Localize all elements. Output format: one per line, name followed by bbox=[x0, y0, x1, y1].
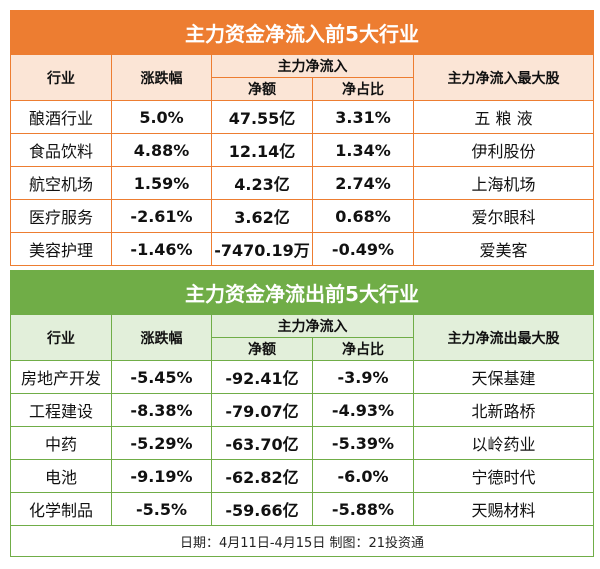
cell-industry: 酿酒行业 bbox=[10, 100, 112, 134]
cell-change: -2.61% bbox=[111, 199, 212, 233]
cell-industry: 房地产开发 bbox=[10, 360, 112, 394]
header-top-stock: 主力净流出最大股 bbox=[413, 314, 594, 361]
header-ratio: 净占比 bbox=[312, 77, 414, 101]
cell-top-stock: 天保基建 bbox=[413, 360, 594, 394]
header-industry: 行业 bbox=[10, 54, 112, 101]
header-ratio: 净占比 bbox=[312, 337, 414, 361]
cell-industry: 电池 bbox=[10, 459, 112, 493]
cell-top-stock: 北新路桥 bbox=[413, 393, 594, 427]
cell-top-stock: 五 粮 液 bbox=[413, 100, 594, 134]
cell-top-stock: 爱尔眼科 bbox=[413, 199, 594, 233]
cell-industry: 食品饮料 bbox=[10, 133, 112, 167]
table-row: 食品饮料 4.88% 12.14亿 1.34% 伊利股份 bbox=[10, 133, 594, 167]
cell-net-amount: 3.62亿 bbox=[211, 199, 313, 233]
cell-net-amount: -63.70亿 bbox=[211, 426, 313, 460]
outflow-table: 主力资金净流出前5大行业 行业 涨跌幅 主力净流入 主力净流出最大股 净额 净占比 房地… bbox=[10, 270, 594, 557]
cell-industry: 化学制品 bbox=[10, 492, 112, 526]
cell-industry: 医疗服务 bbox=[10, 199, 112, 233]
cell-change: -5.45% bbox=[111, 360, 212, 394]
cell-net-amount: 4.23亿 bbox=[211, 166, 313, 200]
footer-note: 日期：4月11日-4月15日 制图：21投资通 bbox=[10, 525, 594, 557]
cell-net-ratio: 1.34% bbox=[312, 133, 414, 167]
cell-change: -8.38% bbox=[111, 393, 212, 427]
cell-net-ratio: -3.9% bbox=[312, 360, 414, 394]
header-group: 主力净流入 bbox=[211, 54, 414, 78]
cell-change: 4.88% bbox=[111, 133, 212, 167]
cell-industry: 工程建设 bbox=[10, 393, 112, 427]
header-change: 涨跌幅 bbox=[111, 314, 212, 361]
table-row: 航空机场 1.59% 4.23亿 2.74% 上海机场 bbox=[10, 166, 594, 200]
table-row: 工程建设 -8.38% -79.07亿 -4.93% 北新路桥 bbox=[10, 393, 594, 427]
outflow-title: 主力资金净流出前5大行业 bbox=[10, 270, 594, 315]
cell-top-stock: 爱美客 bbox=[413, 232, 594, 266]
header-group: 主力净流入 bbox=[211, 314, 414, 338]
cell-top-stock: 上海机场 bbox=[413, 166, 594, 200]
cell-top-stock: 天赐材料 bbox=[413, 492, 594, 526]
cell-change: 5.0% bbox=[111, 100, 212, 134]
cell-change: -5.5% bbox=[111, 492, 212, 526]
table-row: 酿酒行业 5.0% 47.55亿 3.31% 五 粮 液 bbox=[10, 100, 594, 134]
table-row: 美容护理 -1.46% -7470.19万 -0.49% 爱美客 bbox=[10, 232, 594, 266]
header-amount: 净额 bbox=[211, 77, 313, 101]
inflow-title: 主力资金净流入前5大行业 bbox=[10, 10, 594, 55]
cell-net-ratio: -0.49% bbox=[312, 232, 414, 266]
cell-industry: 中药 bbox=[10, 426, 112, 460]
header-top-stock: 主力净流入最大股 bbox=[413, 54, 594, 101]
header-change: 涨跌幅 bbox=[111, 54, 212, 101]
cell-net-amount: -59.66亿 bbox=[211, 492, 313, 526]
cell-industry: 航空机场 bbox=[10, 166, 112, 200]
cell-net-amount: -79.07亿 bbox=[211, 393, 313, 427]
cell-top-stock: 以岭药业 bbox=[413, 426, 594, 460]
header-amount: 净额 bbox=[211, 337, 313, 361]
cell-net-amount: -62.82亿 bbox=[211, 459, 313, 493]
table-row: 电池 -9.19% -62.82亿 -6.0% 宁德时代 bbox=[10, 459, 594, 493]
cell-net-ratio: 3.31% bbox=[312, 100, 414, 134]
cell-net-ratio: -5.39% bbox=[312, 426, 414, 460]
cell-net-amount: -92.41亿 bbox=[211, 360, 313, 394]
cell-net-ratio: 0.68% bbox=[312, 199, 414, 233]
cell-top-stock: 宁德时代 bbox=[413, 459, 594, 493]
table-row: 房地产开发 -5.45% -92.41亿 -3.9% 天保基建 bbox=[10, 360, 594, 394]
cell-net-amount: -7470.19万 bbox=[211, 232, 313, 266]
cell-change: 1.59% bbox=[111, 166, 212, 200]
header-industry: 行业 bbox=[10, 314, 112, 361]
cell-net-ratio: -4.93% bbox=[312, 393, 414, 427]
cell-change: -5.29% bbox=[111, 426, 212, 460]
cell-net-ratio: -6.0% bbox=[312, 459, 414, 493]
cell-industry: 美容护理 bbox=[10, 232, 112, 266]
cell-change: -9.19% bbox=[111, 459, 212, 493]
table-row: 医疗服务 -2.61% 3.62亿 0.68% 爱尔眼科 bbox=[10, 199, 594, 233]
cell-net-ratio: -5.88% bbox=[312, 492, 414, 526]
inflow-table: 主力资金净流入前5大行业 行业 涨跌幅 主力净流入 主力净流入最大股 净额 净占比 酿酒… bbox=[10, 10, 594, 266]
cell-change: -1.46% bbox=[111, 232, 212, 266]
cell-top-stock: 伊利股份 bbox=[413, 133, 594, 167]
table-row: 中药 -5.29% -63.70亿 -5.39% 以岭药业 bbox=[10, 426, 594, 460]
cell-net-ratio: 2.74% bbox=[312, 166, 414, 200]
cell-net-amount: 47.55亿 bbox=[211, 100, 313, 134]
table-row: 化学制品 -5.5% -59.66亿 -5.88% 天赐材料 bbox=[10, 492, 594, 526]
cell-net-amount: 12.14亿 bbox=[211, 133, 313, 167]
